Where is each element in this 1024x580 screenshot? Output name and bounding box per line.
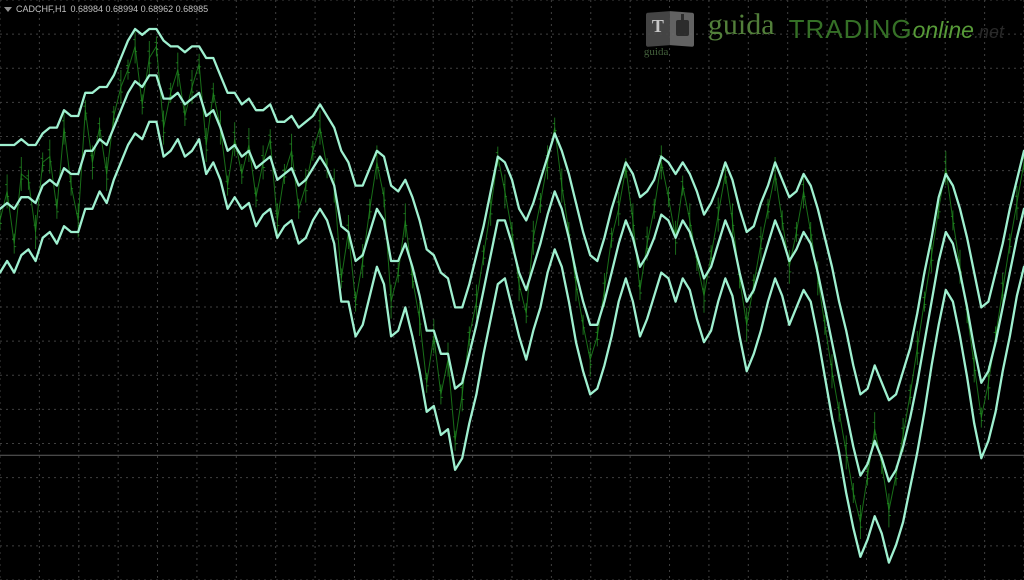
bollinger-bands [0,0,1024,580]
chevron-down-icon[interactable] [4,7,12,12]
watermark-logo: T guida guida TRADINGonline.net [646,6,1004,52]
watermark-net: .net [974,22,1004,42]
watermark-online: online [913,17,974,43]
watermark-trading: TRADING [789,14,913,44]
chart-container: CADCHF,H1 0.68984 0.68994 0.68962 0.6898… [0,0,1024,580]
symbol-label: CADCHF,H1 [16,4,67,14]
book-icon: T guida [646,6,698,52]
ohlc-label: 0.68984 0.68994 0.68962 0.68985 [71,4,209,14]
chart-header[interactable]: CADCHF,H1 0.68984 0.68994 0.68962 0.6898… [4,4,208,14]
watermark-guida-small: guida [644,46,668,58]
watermark-guida: guida [708,8,775,42]
